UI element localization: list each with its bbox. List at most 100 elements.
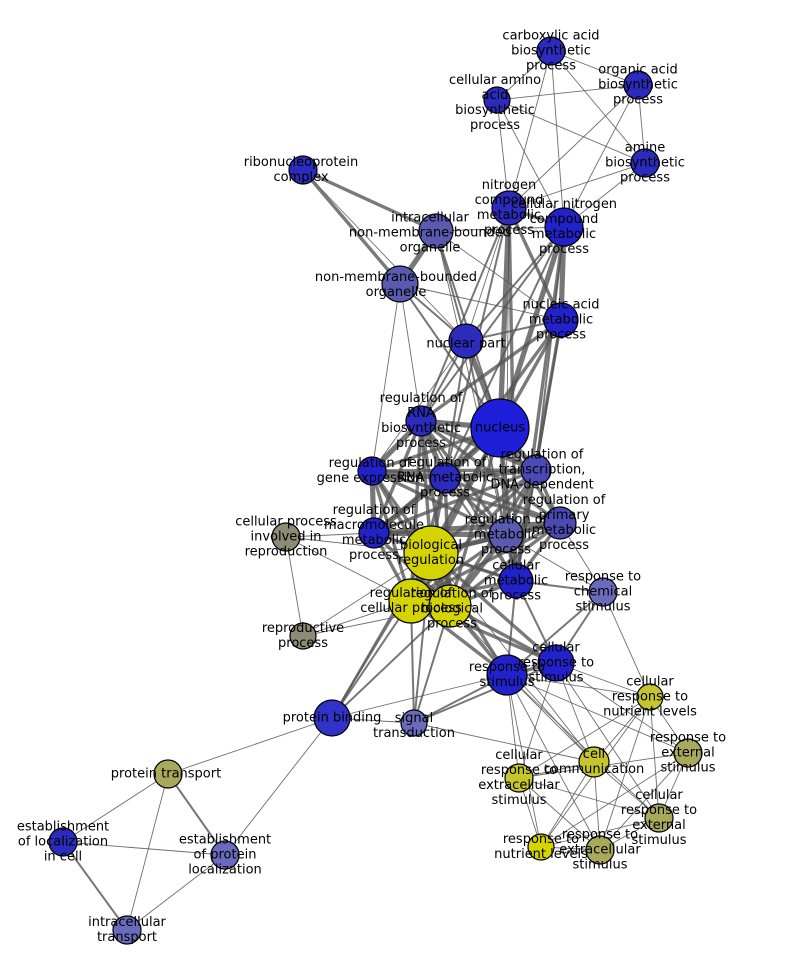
graph-edge xyxy=(331,600,412,719)
graph-edge xyxy=(409,521,562,603)
graph-edge xyxy=(370,469,562,525)
graph-edge xyxy=(285,536,304,637)
graph-edge xyxy=(506,674,689,754)
graph-node-nuclear_part[interactable] xyxy=(448,323,484,359)
graph-edge xyxy=(465,207,510,342)
graph-edge xyxy=(444,226,565,479)
graph-edge xyxy=(550,50,639,86)
graph-node-nucleic_acid_metab[interactable] xyxy=(543,302,579,338)
graph-edge xyxy=(550,50,565,228)
graph-edge xyxy=(518,777,660,819)
graph-node-signal_transduction[interactable] xyxy=(400,709,428,737)
graph-edge xyxy=(508,162,646,209)
graph-edge xyxy=(649,696,660,819)
graph-edge xyxy=(518,777,601,851)
graph-node-reg_metabolic_process[interactable] xyxy=(488,517,524,553)
graph-node-amine_biosynth[interactable] xyxy=(630,148,660,178)
graph-node-reproductive_process[interactable] xyxy=(289,622,317,650)
graph-edge xyxy=(465,226,565,342)
graph-edge xyxy=(563,84,639,228)
graph-edge xyxy=(301,168,402,286)
graph-edge xyxy=(435,226,565,232)
graph-node-reg_transcription_dna[interactable] xyxy=(520,454,552,486)
graph-node-protein_binding[interactable] xyxy=(313,699,351,737)
graph-edge xyxy=(126,854,226,931)
graph-node-intracellular_non_membrane_organelle[interactable] xyxy=(418,213,454,249)
graph-edge xyxy=(496,84,639,101)
node-layer xyxy=(48,36,703,945)
graph-edge xyxy=(413,722,595,763)
graph-edge xyxy=(413,662,557,724)
graph-edge xyxy=(419,318,563,423)
graph-edge xyxy=(224,717,333,856)
graph-node-nucleus[interactable] xyxy=(470,398,530,458)
edge-layer xyxy=(62,50,689,931)
graph-edge xyxy=(497,205,512,431)
graph-edge xyxy=(370,469,508,537)
graph-edge xyxy=(429,551,558,665)
graph-edge xyxy=(370,469,413,603)
graph-edge xyxy=(420,207,510,422)
graph-node-cell_communication[interactable] xyxy=(578,746,610,778)
graph-edge xyxy=(167,773,226,856)
graph-node-reg_rna_biosynth[interactable] xyxy=(405,405,437,437)
graph-node-organic_acid_biosynth[interactable] xyxy=(623,70,653,100)
graph-edge xyxy=(506,674,601,851)
graph-edge xyxy=(371,283,401,472)
graph-edge xyxy=(435,230,562,321)
graph-node-reg_biological_process[interactable] xyxy=(428,584,472,628)
graph-node-non_membrane_organelle[interactable] xyxy=(381,265,419,303)
graph-node-reg_cellular_process[interactable] xyxy=(388,578,434,624)
graph-edge xyxy=(420,226,565,422)
graph-node-carboxylic_acid_biosynth[interactable] xyxy=(536,36,566,66)
graph-edge xyxy=(443,476,562,525)
graph-edge xyxy=(399,283,422,422)
graph-edge xyxy=(331,674,508,719)
graph-edge xyxy=(331,605,451,719)
graph-node-cellular_metab[interactable] xyxy=(498,563,534,599)
graph-edge xyxy=(599,696,651,851)
graph-node-protein_transport[interactable] xyxy=(153,759,183,789)
graph-node-nitrogen_compound_metab[interactable] xyxy=(491,190,527,226)
graph-edge xyxy=(535,319,562,471)
graph-edge xyxy=(448,521,562,608)
graph-node-response_to_extracellular[interactable] xyxy=(585,835,615,865)
graph-edge xyxy=(62,841,226,856)
graph-node-ribonucleoprotein_complex[interactable] xyxy=(288,155,318,185)
graph-edge xyxy=(62,841,128,931)
graph-node-cellular_process_reproduction[interactable] xyxy=(271,522,301,552)
graph-node-establishment_protein_localization[interactable] xyxy=(210,840,240,870)
graph-edge xyxy=(602,591,651,698)
graph-node-biological_regulation[interactable] xyxy=(403,525,459,581)
graph-node-response_to_stimulus[interactable] xyxy=(486,654,528,696)
graph-edge xyxy=(497,224,567,431)
graph-node-response_to_nutrient_levels[interactable] xyxy=(527,833,555,861)
graph-edge xyxy=(518,696,651,779)
graph-node-response_to_chemical_stimulus[interactable] xyxy=(588,577,618,607)
graph-node-establishment_localization_cell[interactable] xyxy=(48,827,78,857)
graph-node-intracellular_transport[interactable] xyxy=(112,915,142,945)
graph-node-reg_primary_metab[interactable] xyxy=(543,506,577,540)
graph-node-cellular_response_to_stimulus[interactable] xyxy=(537,644,575,682)
graph-node-reg_macromolecule_metab[interactable] xyxy=(358,517,390,549)
graph-edge xyxy=(285,536,412,602)
graph-node-cellular_nitrogen_compound_metab[interactable] xyxy=(544,207,584,247)
graph-edge xyxy=(506,674,660,819)
graph-edge xyxy=(540,817,660,848)
graph-edge xyxy=(413,552,432,724)
graph-node-reg_rna_metab[interactable] xyxy=(429,462,461,494)
graph-node-cellular_response_external[interactable] xyxy=(644,803,674,833)
graph-edge xyxy=(540,761,595,848)
graph-edge xyxy=(126,773,169,931)
graph-node-cellular_amino_acid_biosynth[interactable] xyxy=(483,86,511,114)
graph-node-cellular_response_nutrient_levels[interactable] xyxy=(636,683,664,711)
graph-node-response_to_external_stimulus[interactable] xyxy=(673,738,703,768)
graph-edge xyxy=(550,50,646,164)
graph-node-reg_gene_expression[interactable] xyxy=(357,456,387,486)
graph-edge xyxy=(399,283,562,321)
graph-node-cellular_response_extracellular[interactable] xyxy=(504,763,534,793)
graph-edge xyxy=(599,752,689,851)
graph-edge xyxy=(555,662,689,754)
